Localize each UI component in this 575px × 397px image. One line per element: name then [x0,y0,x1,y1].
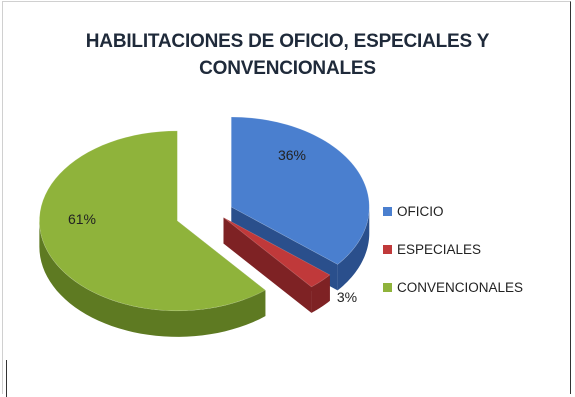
slice-especiales [223,217,331,313]
data-label-oficio: 36% [278,147,306,163]
legend-label-convencionales: CONVENCIONALES [397,279,524,295]
legend-item-convencionales: CONVENCIONALES [383,276,563,298]
slice-especiales-wall-1 [223,217,312,313]
legend-label-oficio: OFICIO [397,203,444,219]
legend-swatch-oficio [383,206,392,216]
legend-swatch-especiales [383,244,392,254]
chart-title-line-2: CONVENCIONALES [199,58,376,79]
data-label-convencionales: 61% [68,211,96,227]
slice-oficio-edge [337,207,370,291]
data-label-especiales: 3% [337,289,357,305]
chart-title: HABILITACIONES DE OFICIO, ESPECIALES Y C… [0,28,575,82]
legend-swatch-convencionales [383,282,392,292]
legend: OFICIO ESPECIALES CONVENCIONALES [383,200,563,314]
slice-especiales-edge [311,274,330,313]
slice-convencionales [39,130,266,337]
slice-convencionales-top [39,130,266,312]
slice-convencionales-edge [39,220,266,337]
chart-title-line-1: HABILITACIONES DE OFICIO, ESPECIALES Y [85,31,490,52]
slice-oficio-top [230,116,370,265]
slice-especiales-top [223,217,331,288]
legend-item-especiales: ESPECIALES [383,238,563,260]
legend-label-especiales: ESPECIALES [397,241,482,257]
frame-edge [6,360,7,397]
legend-item-oficio: OFICIO [383,200,563,222]
